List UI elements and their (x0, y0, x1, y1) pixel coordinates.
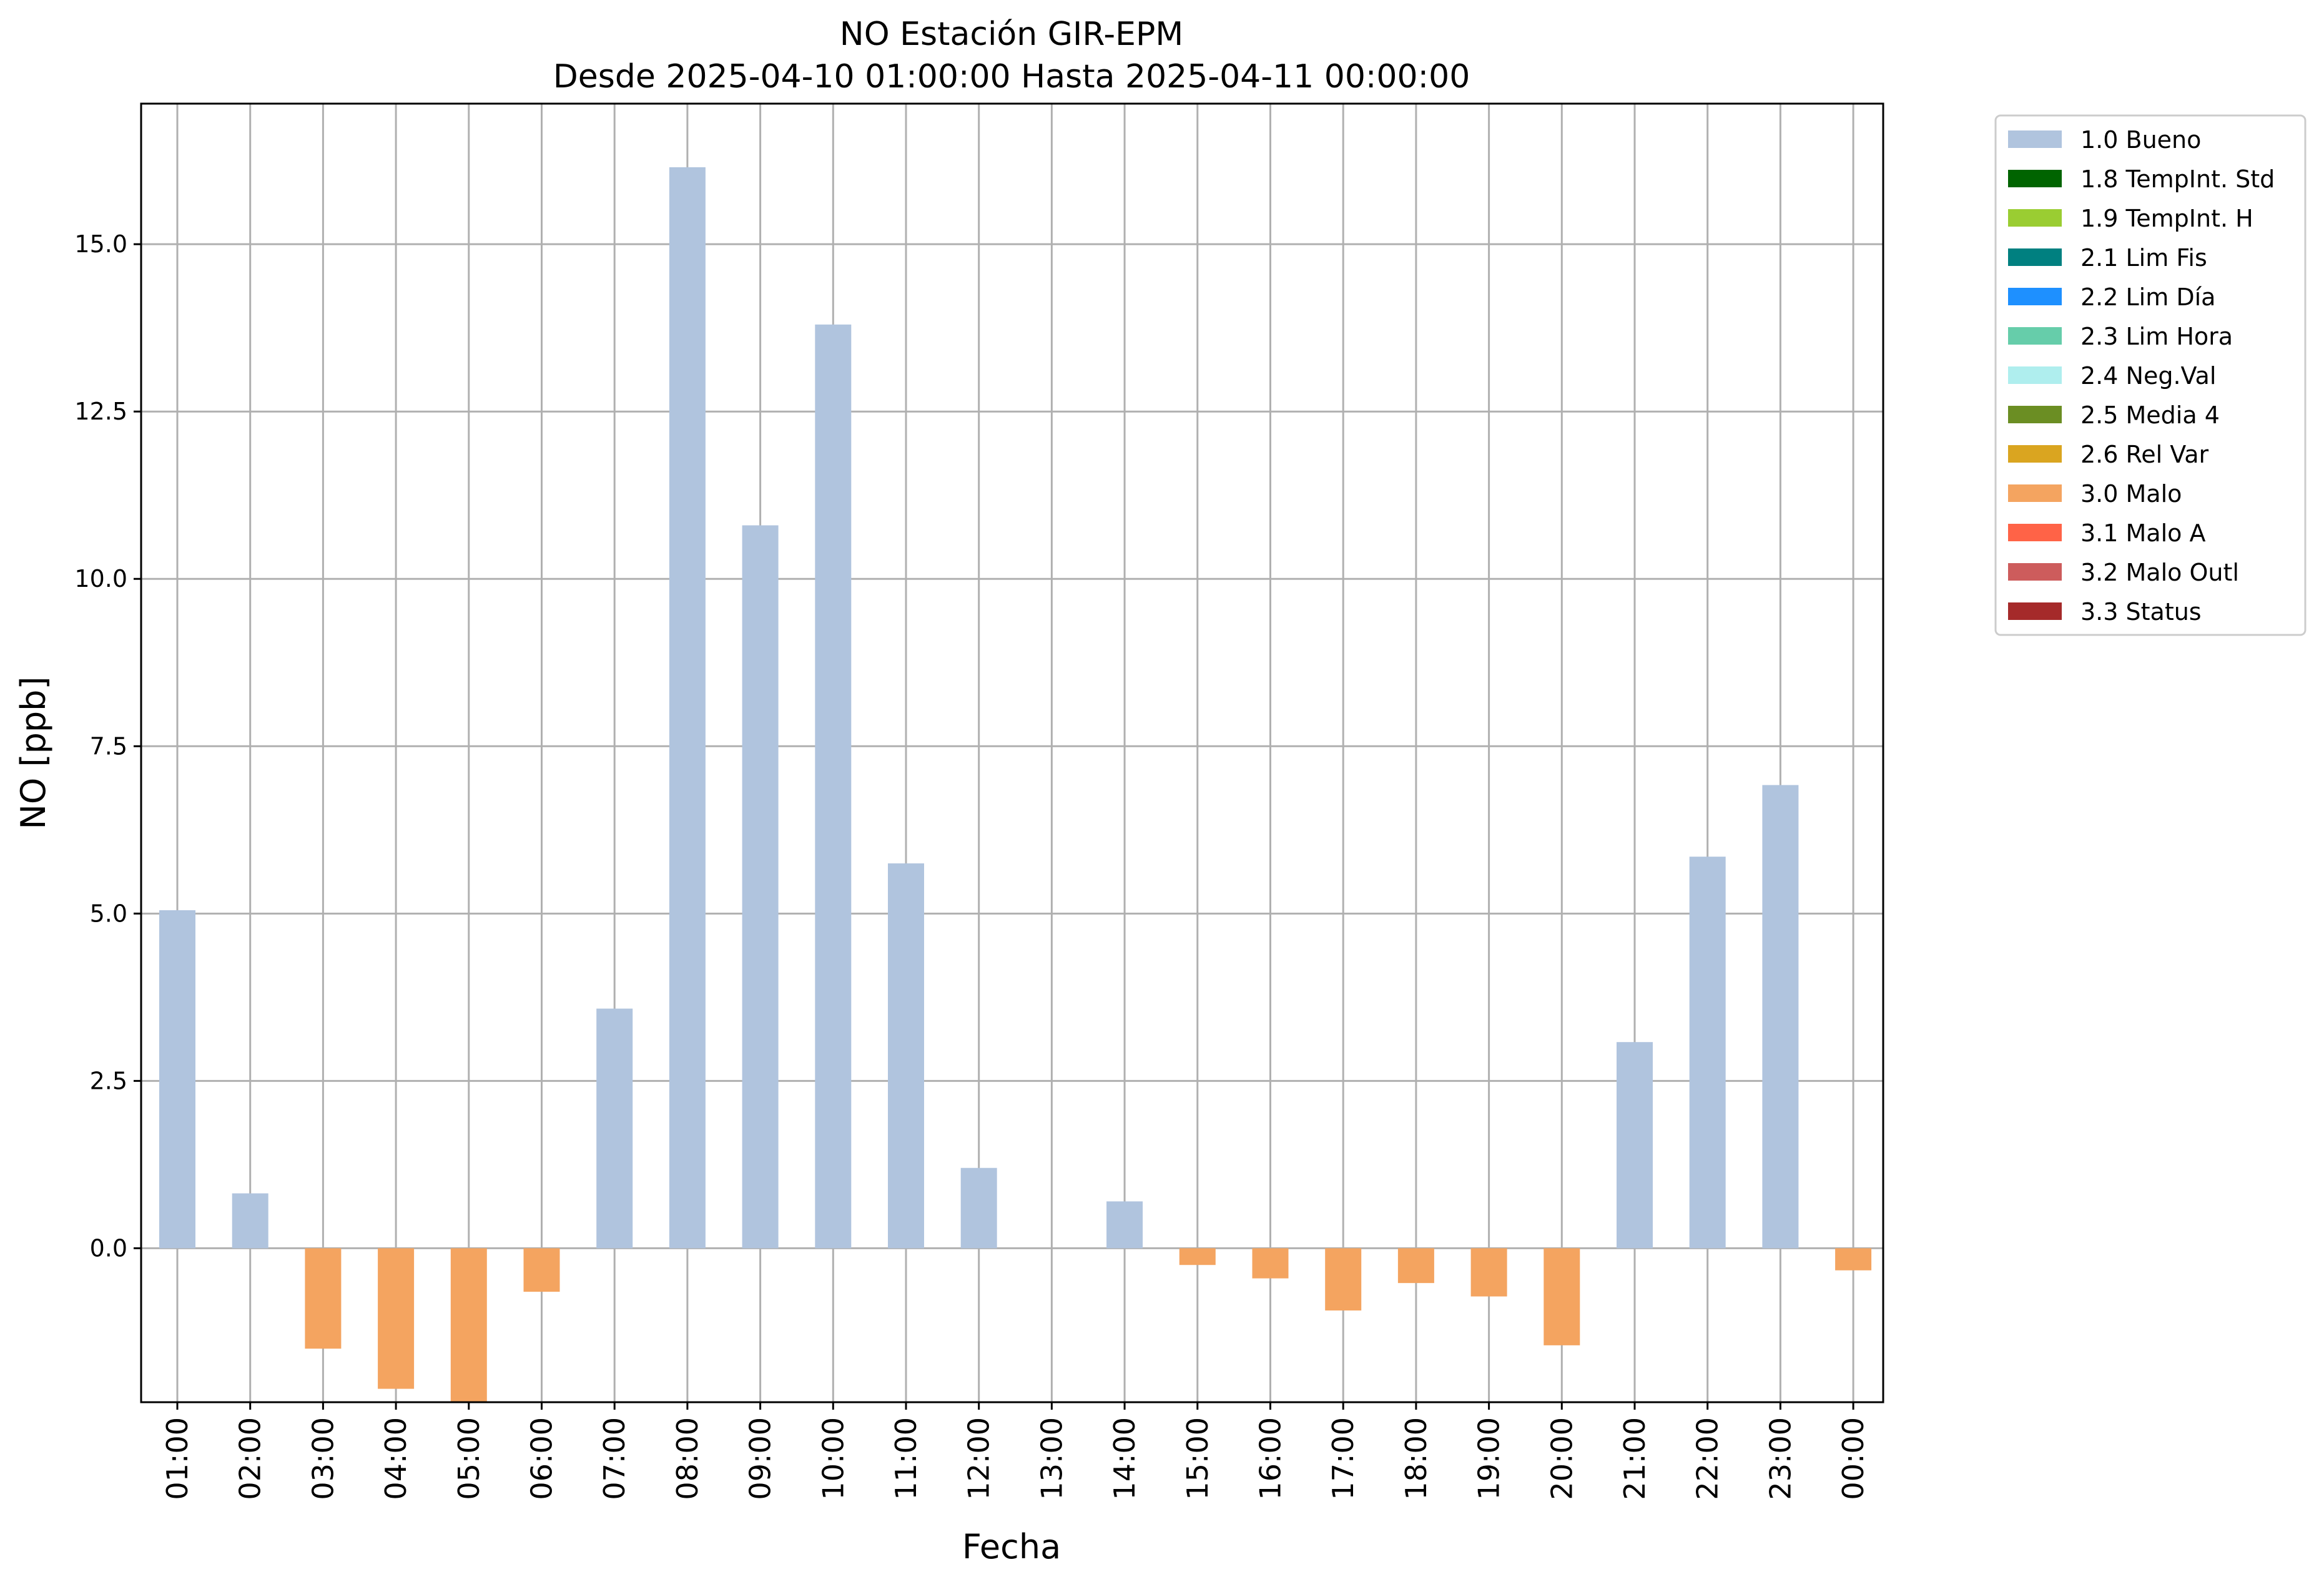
bar-1800 (1397, 1248, 1434, 1284)
bar-2000 (1544, 1248, 1580, 1345)
plot-area-frame (140, 102, 1884, 1403)
legend-swatch (2008, 445, 2062, 463)
x-tick-label: 21:00 (1618, 1417, 1652, 1500)
legend-label: 3.1 Malo A (2080, 519, 2205, 547)
chart-subtitle: Desde 2025-04-10 01:00:00 Hasta 2025-04-… (553, 58, 1470, 96)
legend-swatch (2008, 563, 2062, 581)
x-tick-label: 05:00 (452, 1417, 486, 1500)
x-axis-label: Fecha (962, 1527, 1061, 1566)
bar-0000 (1835, 1248, 1872, 1270)
x-tick-label: 06:00 (525, 1417, 559, 1500)
bar-2100 (1617, 1042, 1653, 1249)
legend-label: 3.0 Malo (2080, 480, 2182, 508)
y-tick-label: 5.0 (90, 900, 127, 927)
y-tick-label: 7.5 (90, 732, 127, 760)
legend-label: 2.1 Lim Fis (2080, 244, 2207, 272)
x-tick-label: 07:00 (598, 1417, 631, 1500)
legend-label: 2.3 Lim Hora (2080, 323, 2233, 350)
x-tick-label: 19:00 (1472, 1417, 1506, 1500)
x-tick-label: 20:00 (1545, 1417, 1578, 1500)
legend-swatch (2008, 484, 2062, 502)
bar-0800 (669, 167, 706, 1249)
y-axis: 0.0 2.5 5.0 7.5 10.0 12.5 15.0 (74, 230, 141, 1262)
bar-1900 (1470, 1248, 1507, 1297)
x-tick-label: 22:00 (1691, 1417, 1725, 1500)
legend-label: 1.0 Bueno (2080, 126, 2201, 154)
legend-label: 2.4 Neg.Val (2080, 362, 2216, 390)
legend-label: 2.2 Lim Día (2080, 283, 2215, 311)
bar-0400 (378, 1248, 415, 1389)
legend-label: 3.2 Malo Outl (2080, 559, 2239, 586)
x-tick-label: 02:00 (234, 1417, 267, 1500)
legend-swatch (2008, 327, 2062, 345)
x-tick-label: 13:00 (1035, 1417, 1068, 1500)
x-tick-label: 01:00 (160, 1417, 194, 1500)
bar-0600 (523, 1248, 560, 1292)
x-tick-label: 16:00 (1254, 1417, 1288, 1500)
x-tick-label: 04:00 (379, 1417, 413, 1500)
bar-0500 (450, 1248, 487, 1402)
x-tick-label: 18:00 (1399, 1417, 1433, 1500)
legend-swatch (2008, 366, 2062, 384)
bar-1700 (1325, 1248, 1362, 1311)
y-axis-label: NO [ppb] (14, 676, 53, 829)
bar-0300 (305, 1248, 342, 1349)
x-tick-label: 03:00 (306, 1417, 340, 1500)
legend-label: 1.8 TempInt. Std (2080, 165, 2275, 193)
legend-swatch (2008, 524, 2062, 541)
legend-swatch (2008, 288, 2062, 305)
legend-swatch (2008, 406, 2062, 423)
bar-1000 (815, 324, 852, 1249)
bar-0900 (742, 525, 779, 1249)
x-tick-label: 14:00 (1108, 1417, 1141, 1500)
legend-label: 2.5 Media 4 (2080, 401, 2220, 429)
x-tick-label: 10:00 (816, 1417, 850, 1500)
legend-swatch (2008, 209, 2062, 227)
bar-1500 (1179, 1248, 1216, 1265)
x-tick-label: 17:00 (1326, 1417, 1360, 1500)
legend-label: 3.3 Status (2080, 598, 2202, 626)
bar-1600 (1252, 1248, 1289, 1279)
y-tick-label: 12.5 (74, 398, 127, 425)
legend-swatch (2008, 130, 2062, 148)
x-tick-label: 00:00 (1836, 1417, 1870, 1500)
x-tick-label: 12:00 (962, 1417, 996, 1500)
bar-0100 (159, 910, 195, 1249)
bar-0200 (232, 1193, 268, 1249)
x-axis: 01:00 02:00 03:00 04:00 05:00 06:00 07:00 08:00… (160, 1402, 1870, 1500)
chart-title: NO Estación GIR-EPM (840, 16, 1183, 53)
legend: 1.0 Bueno 1.8 TempInt. Std 1.9 TempInt. H 2… (1994, 114, 2307, 636)
y-tick-label: 10.0 (74, 565, 127, 592)
legend-swatch (2008, 170, 2062, 187)
bar-1100 (888, 863, 924, 1249)
y-tick-label: 0.0 (90, 1234, 127, 1262)
legend-swatch (2008, 602, 2062, 620)
legend-label: 1.9 TempInt. H (2080, 205, 2253, 232)
x-tick-label: 09:00 (744, 1417, 777, 1500)
legend-box (1994, 114, 2307, 636)
x-tick-label: 11:00 (889, 1417, 923, 1500)
bar-1200 (960, 1167, 997, 1249)
bar-2300 (1762, 785, 1799, 1249)
x-tick-label: 15:00 (1181, 1417, 1214, 1500)
legend-label: 2.6 Rel Var (2080, 441, 2209, 468)
bars (159, 167, 1872, 1402)
bar-2200 (1689, 857, 1726, 1249)
bar-1400 (1106, 1201, 1143, 1249)
x-tick-label: 23:00 (1763, 1417, 1797, 1500)
y-tick-label: 15.0 (74, 230, 127, 258)
legend-swatch (2008, 248, 2062, 266)
bar-0700 (596, 1008, 633, 1249)
y-tick-label: 2.5 (90, 1067, 127, 1094)
x-tick-label: 08:00 (671, 1417, 704, 1500)
